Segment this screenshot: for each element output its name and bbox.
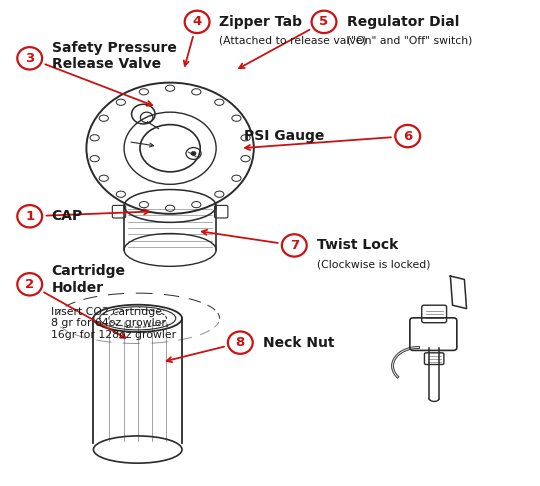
Text: Regulator Dial: Regulator Dial (347, 15, 459, 29)
Text: Zipper Tab: Zipper Tab (219, 15, 302, 29)
Text: Twist Lock: Twist Lock (317, 239, 398, 252)
Text: 1: 1 (25, 210, 34, 223)
Text: 6: 6 (403, 130, 413, 142)
Text: Safety Pressure
Release Valve: Safety Pressure Release Valve (52, 40, 177, 71)
Text: (Attached to release valve): (Attached to release valve) (219, 35, 367, 46)
Text: 4: 4 (192, 16, 202, 28)
Text: 7: 7 (290, 239, 299, 252)
Text: Cartridge
Holder: Cartridge Holder (51, 264, 125, 295)
Text: PSI Gauge: PSI Gauge (244, 129, 324, 143)
Text: ("On" and "Off" switch): ("On" and "Off" switch) (347, 35, 472, 46)
Text: CAP: CAP (51, 209, 83, 223)
Text: 5: 5 (320, 16, 328, 28)
Text: 2: 2 (25, 278, 34, 291)
Text: Neck Nut: Neck Nut (263, 336, 334, 349)
Text: Insert CO2 cartridge:
8 gr for 64oz growler,
16gr for 128oz growler: Insert CO2 cartridge: 8 gr for 64oz grow… (51, 307, 177, 340)
Text: (Clockwise is locked): (Clockwise is locked) (317, 259, 430, 269)
Text: 8: 8 (235, 336, 245, 349)
Ellipse shape (191, 152, 196, 156)
Polygon shape (450, 276, 467, 309)
Text: 3: 3 (25, 52, 35, 65)
